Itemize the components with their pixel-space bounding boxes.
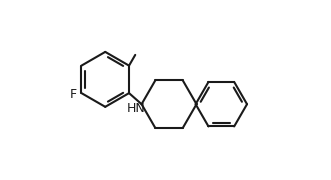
Text: HN: HN bbox=[127, 102, 146, 115]
Text: F: F bbox=[70, 88, 77, 101]
